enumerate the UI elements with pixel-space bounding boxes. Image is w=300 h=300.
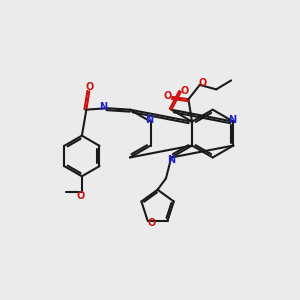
Text: O: O: [181, 85, 189, 96]
Text: O: O: [85, 82, 94, 92]
Text: O: O: [76, 191, 85, 201]
Text: N: N: [145, 115, 153, 125]
Text: N: N: [167, 154, 175, 165]
Text: O: O: [148, 218, 156, 229]
Text: O: O: [163, 91, 171, 101]
Text: N: N: [228, 115, 236, 125]
Text: N: N: [100, 102, 108, 112]
Text: O: O: [199, 78, 207, 88]
